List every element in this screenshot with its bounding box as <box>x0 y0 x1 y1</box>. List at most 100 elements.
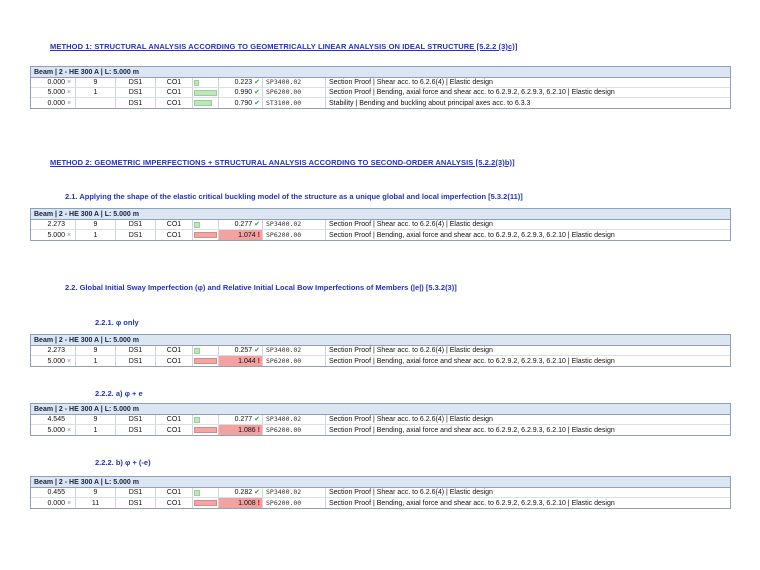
index-cell: 9 <box>76 415 116 424</box>
ratio-bar <box>194 500 217 506</box>
ratio-cell: 0.277 ✔ <box>219 415 263 424</box>
design-situation-cell: DS1 <box>116 220 156 229</box>
section-2-2-2a-heading: 2.2.2. a) φ + e <box>95 389 143 398</box>
design-check-description: Section Proof | Bending, axial force and… <box>329 231 615 239</box>
index-cell: 9 <box>76 488 116 497</box>
design-check-code: SP3400.02 <box>263 78 326 87</box>
table-title: Beam | 2 - HE 300 A | L: 5.000 m <box>31 335 730 346</box>
ratio-value: 0.790 <box>234 99 253 107</box>
ratio-bar-cell <box>193 220 219 229</box>
ratio-cell: 1.074! <box>219 230 263 240</box>
result-row[interactable]: 5.000 × 1 DS1 CO1 0.990 ✔ SP6200.00 Section Proo… <box>31 88 730 98</box>
extreme-marker-icon: × <box>66 79 72 86</box>
result-row[interactable]: 5.000 × 1 DS1 CO1 1.044! SP6200.00 Section Proo… <box>31 356 730 366</box>
ratio-value: 0.277 <box>234 221 253 228</box>
design-check-code: SP6200.00 <box>263 230 326 240</box>
design-situation-cell: DS1 <box>116 230 156 240</box>
load-combination-cell: CO1 <box>156 498 193 508</box>
fail-icon: ! <box>257 499 260 507</box>
location-cell: 0.455× <box>31 488 76 497</box>
ratio-bar-cell <box>193 230 219 240</box>
extreme-marker-icon: × <box>66 426 72 434</box>
ratio-value: 0.282 <box>234 489 253 496</box>
result-row[interactable]: 5.000 × 1 DS1 CO1 1.086! SP6200.00 Section Proo… <box>31 425 730 435</box>
extreme-marker-icon: × <box>66 99 72 107</box>
design-situation-cell: DS1 <box>116 498 156 508</box>
ratio-bar <box>194 427 217 433</box>
load-combination-cell: CO1 <box>156 356 193 366</box>
ratio-bar <box>194 347 200 354</box>
location-value: 0.000 <box>47 499 65 507</box>
table-title: Beam | 2 - HE 300 A | L: 5.000 m <box>31 404 730 415</box>
location-value: 2.273 <box>47 221 65 228</box>
design-situation-cell: DS1 <box>116 356 156 366</box>
ratio-value: 1.008 <box>238 499 256 507</box>
table-title: Beam | 2 - HE 300 A | L: 5.000 m <box>31 209 730 220</box>
design-situation-cell: DS1 <box>116 88 156 97</box>
location-cell: 5.000 × <box>31 425 76 435</box>
check-icon: ✔ <box>254 79 260 86</box>
result-row[interactable]: 0.000 × 11 DS1 CO1 1.008! SP6200.00 Section Pro… <box>31 498 730 508</box>
results-table-2-2-2b: Beam | 2 - HE 300 A | L: 5.000 m0.455×9D… <box>30 476 731 509</box>
design-situation-cell: DS1 <box>116 98 156 108</box>
location-value: 0.000 <box>47 99 65 107</box>
section-2-2-heading: 2.2. Global Initial Sway Imperfection (φ… <box>65 283 457 292</box>
design-situation-cell: DS1 <box>116 78 156 87</box>
load-combination-cell: CO1 <box>156 415 193 424</box>
index-cell: 1 <box>76 88 116 97</box>
design-check-code: SP3400.02 <box>263 415 326 424</box>
ratio-value: 0.257 <box>234 347 253 354</box>
ratio-cell: 0.277 ✔ <box>219 220 263 229</box>
ratio-value: 0.223 <box>234 79 253 86</box>
design-check-code: SP6200.00 <box>263 425 326 435</box>
extreme-marker-icon: × <box>66 231 72 239</box>
index-cell <box>76 98 116 108</box>
ratio-value: 1.044 <box>238 357 256 365</box>
location-cell: 0.000 × <box>31 98 76 108</box>
design-situation-cell: DS1 <box>116 425 156 435</box>
location-value: 4.545 <box>47 416 65 423</box>
results-table-method1: Beam | 2 - HE 300 A | L: 5.000 m 0.000 × 9 D… <box>30 66 731 109</box>
ratio-cell: 1.044! <box>219 356 263 366</box>
check-icon: ✔ <box>254 347 260 354</box>
design-check-code: SP6200.00 <box>263 356 326 366</box>
result-row[interactable]: 5.000 × 1 DS1 CO1 1.074! SP6200.00 Section Proo… <box>31 230 730 240</box>
design-situation-cell: DS1 <box>116 488 156 497</box>
design-check-code: SP6200.00 <box>263 88 326 97</box>
location-value: 2.273 <box>47 347 65 354</box>
ratio-cell: 0.790 ✔ <box>219 98 263 108</box>
location-cell: 0.000 × <box>31 78 76 87</box>
results-table-2-2-1: Beam | 2 - HE 300 A | L: 5.000 m2.273×9D… <box>30 334 731 367</box>
ratio-bar-cell <box>193 346 219 355</box>
ratio-bar <box>194 232 217 238</box>
ratio-value: 0.277 <box>234 416 253 423</box>
design-situation-cell: DS1 <box>116 346 156 355</box>
check-icon: ✔ <box>254 221 260 228</box>
check-icon: ✔ <box>254 489 260 496</box>
ratio-bar-cell <box>193 425 219 435</box>
ratio-cell: 1.086! <box>219 425 263 435</box>
ratio-bar <box>194 221 201 228</box>
result-row[interactable]: 0.000 × DS1 CO1 0.790 ✔ ST3100.00 Stability | B… <box>31 98 730 108</box>
results-table-2-2-2a: Beam | 2 - HE 300 A | L: 5.000 m4.545× 9D… <box>30 403 731 436</box>
location-value: 5.000 <box>47 357 65 365</box>
result-row[interactable]: 0.000 × 9 DS1 CO1 0.223 ✔ SP3400.02 Section Proo… <box>31 78 730 88</box>
ratio-bar-cell <box>193 488 219 497</box>
table-title: Beam | 2 - HE 300 A | L: 5.000 m <box>31 477 730 488</box>
design-check-code: SP6200.00 <box>263 498 326 508</box>
design-check-description: Section Proof | Bending, axial force and… <box>329 89 615 96</box>
index-cell: 1 <box>76 425 116 435</box>
section-2-1-heading: 2.1. Applying the shape of the elastic c… <box>65 192 523 201</box>
design-check-description: Section Proof | Bending, axial force and… <box>329 426 615 434</box>
index-cell: 11 <box>76 498 116 508</box>
ratio-bar-cell <box>193 88 219 97</box>
method1-heading: METHOD 1: STRUCTURAL ANALYSIS ACCORDING … <box>50 42 518 51</box>
ratio-value: 0.990 <box>234 89 253 96</box>
design-check-description: Section Proof | Bending, axial force and… <box>329 357 615 365</box>
method2-heading: METHOD 2: GEOMETRIC IMPERFECTIONS + STRU… <box>50 158 515 167</box>
